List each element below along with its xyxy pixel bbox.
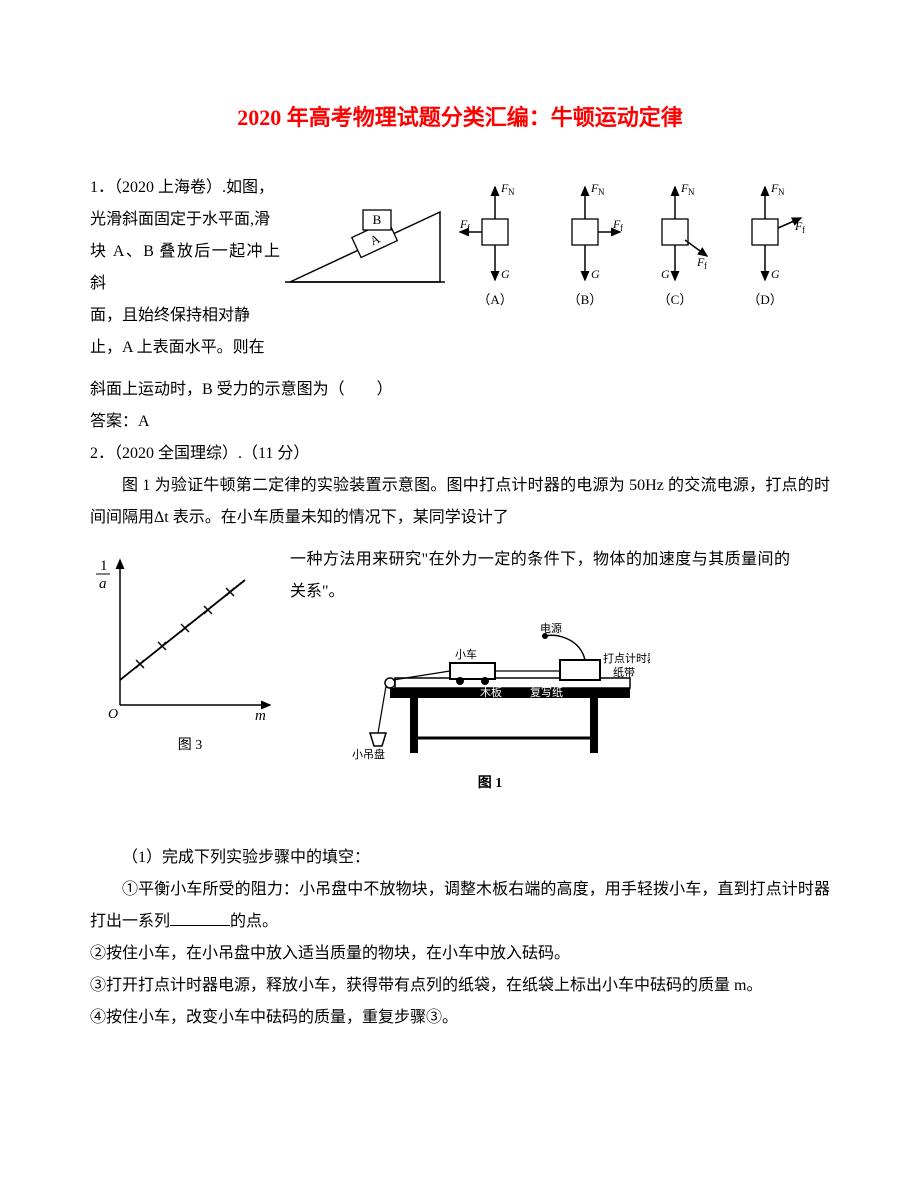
q1-l2: 光滑斜面固定于水平面,滑 <box>90 204 280 236</box>
blank-fill[interactable] <box>170 909 230 926</box>
fig3-caption: 图 3 <box>90 734 290 754</box>
svg-text:1: 1 <box>100 558 108 574</box>
q2-s4: ④按住小车，改变小车中砝码的质量，重复步骤③。 <box>90 1002 830 1034</box>
label-dianyuan: 电源 <box>540 621 562 635</box>
q1-incline-figure: A B <box>280 182 450 292</box>
graph-origin: O <box>108 707 118 722</box>
svg-text:G: G <box>591 267 600 281</box>
label-xiaoche: 小车 <box>455 647 477 661</box>
q1-rest: 斜面上运动时，B 受力的示意图为（ ） <box>90 374 830 406</box>
svg-text:N: N <box>598 187 605 197</box>
label-muban: 木板 <box>480 685 502 699</box>
q2-s2: ②按住小车，在小吊盘中放入适当质量的物块，在小车中放入砝码。 <box>90 938 830 970</box>
svg-text:G: G <box>661 267 670 281</box>
label-zhidai: 纸带 <box>613 666 635 679</box>
label-dadian: 打点计时器 <box>603 651 650 665</box>
q2-right-col: 一种方法用来研究"在外力一定的条件下，物体的加速度与其质量间的关系"。 <box>290 544 790 792</box>
svg-text:f: f <box>620 223 623 233</box>
q2-figures-row: 1 a O m 图 3 一种方法用来研 <box>90 544 830 792</box>
force-diagrams-svg: FN Ff G （A） FN Ff G （B） <box>450 172 810 312</box>
q2-s1: ①平衡小车所受的阻力：小吊盘中不放物块，调整木板右端的高度，用手轻拨小车，直到打… <box>90 874 830 938</box>
q1-l3: 块 A、B 叠放后一起冲上斜 <box>90 236 280 300</box>
svg-text:f: f <box>802 225 805 235</box>
svg-text:N: N <box>508 187 515 197</box>
q2-s1b: 的点。 <box>230 913 278 930</box>
svg-text:f: f <box>467 223 470 233</box>
label-diaopan: 小吊盘 <box>352 747 385 761</box>
q2-step-head: （1）完成下列实验步骤中的填空： <box>90 842 830 874</box>
graph-xlabel: m <box>255 708 266 724</box>
svg-text:N: N <box>778 187 785 197</box>
q1-l4: 面，且始终保持相对静 <box>90 300 280 332</box>
opt-d-label: （D） <box>747 292 782 307</box>
q1-text-left: 1．（2020 上海卷）.如图， 光滑斜面固定于水平面,滑 块 A、B 叠放后一… <box>90 172 280 364</box>
q2-graph-fig3: 1 a O m 图 3 <box>90 544 290 754</box>
svg-text:B: B <box>373 212 382 227</box>
svg-text:f: f <box>704 261 707 271</box>
question-1: 1．（2020 上海卷）.如图， 光滑斜面固定于水平面,滑 块 A、B 叠放后一… <box>90 172 830 364</box>
q2-p1: 图 1 为验证牛顿第二定律的实验装置示意图。图中打点计时器的电源为 50Hz 的… <box>90 470 830 534</box>
q2-s3: ③打开打点计时器电源，释放小车，获得带有点列的纸袋，在纸袋上标出小车中砝码的质量… <box>90 970 830 1002</box>
q1-l1: 1．（2020 上海卷）.如图， <box>90 172 280 204</box>
graph-svg: 1 a O m <box>90 550 280 730</box>
fig1-caption: 图 1 <box>330 772 650 792</box>
svg-text:a: a <box>99 576 107 592</box>
q1-l5: 止，A 上表面水平。则在 <box>90 332 280 364</box>
svg-text:G: G <box>771 267 780 281</box>
incline-svg: A B <box>280 182 450 292</box>
q2-p1b: 一种方法用来研究"在外力一定的条件下，物体的加速度与其质量间的关系"。 <box>290 544 790 608</box>
q1-options-figure: FN Ff G （A） FN Ff G （B） <box>450 172 810 312</box>
opt-a-label: （A） <box>477 292 512 307</box>
q2-apparatus-fig1: 电源 小车 打点计时器 纸带 木板 复写纸 小吊盘 图 1 <box>330 618 650 792</box>
q1-answer: 答案：A <box>90 406 830 438</box>
page-title: 2020 年高考物理试题分类汇编：牛顿运动定律 <box>90 100 830 132</box>
q2-head: 2．（2020 全国理综）.（11 分） <box>90 438 830 470</box>
label-fuxie: 复写纸 <box>530 685 563 699</box>
opt-b-label: （B） <box>568 292 603 307</box>
svg-text:G: G <box>501 267 510 281</box>
spacer <box>90 822 830 842</box>
page: 2020 年高考物理试题分类汇编：牛顿运动定律 1．（2020 上海卷）.如图，… <box>0 0 920 1094</box>
apparatus-svg: 电源 小车 打点计时器 纸带 木板 复写纸 小吊盘 <box>330 618 650 768</box>
opt-c-label: （C） <box>658 292 693 307</box>
svg-text:N: N <box>688 187 695 197</box>
